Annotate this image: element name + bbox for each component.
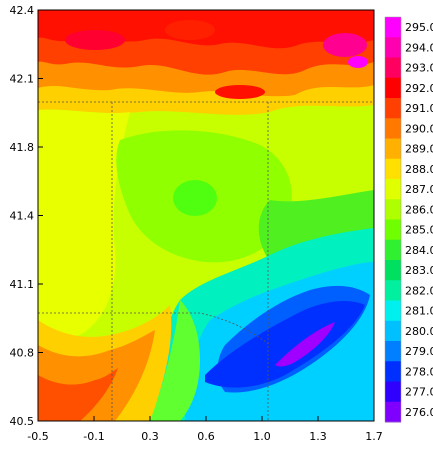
- colorbar-label: 283.0: [405, 264, 433, 277]
- colorbar-swatch: [385, 320, 401, 342]
- region-north-hottest-2: [348, 56, 368, 68]
- colorbar-label: 285.0: [405, 224, 433, 237]
- colorbar-swatch: [385, 401, 401, 423]
- y-axis-ticks: 42.4 42.1 41.8 41.4 41.1 40.8 40.5: [10, 4, 43, 428]
- region-north-hot-4: [65, 30, 125, 50]
- colorbar-swatch: [385, 381, 401, 403]
- x-tick-label: 1.7: [365, 430, 383, 443]
- colorbar-swatch: [385, 199, 401, 220]
- x-tick-label: -0.1: [83, 430, 104, 443]
- x-tick-label: 1.0: [253, 430, 271, 443]
- y-tick-label: 40.8: [10, 347, 35, 360]
- colorbar-swatch: [385, 341, 401, 362]
- colorbar-swatch: [385, 361, 401, 382]
- region-southeast-purple: [275, 322, 335, 367]
- colorbar-swatch: [385, 57, 401, 79]
- y-tick-label: 42.4: [10, 4, 35, 17]
- colorbar-label: 287.0: [405, 183, 433, 196]
- x-axis-ticks: -0.5 -0.1 0.3 0.6 1.0 1.3 1.7: [27, 416, 383, 443]
- colorbar-swatch: [385, 179, 401, 200]
- x-tick-label: 1.3: [309, 430, 327, 443]
- y-tick-label: 41.8: [10, 141, 35, 154]
- colorbar-label: 282.0: [405, 284, 433, 297]
- colorbar-label: 295.0: [405, 21, 433, 34]
- y-tick-label: 41.4: [10, 210, 35, 223]
- region-southeast-deepblue: [205, 300, 365, 388]
- x-tick-label: 0.3: [141, 430, 159, 443]
- y-tick-label: 40.5: [10, 415, 35, 428]
- x-tick-label: 0.6: [197, 430, 215, 443]
- colorbar-label: 276.0: [405, 406, 433, 419]
- colorbar-swatch: [385, 239, 401, 261]
- colorbar-label: 286.0: [405, 203, 433, 216]
- region-southwest-green: [150, 300, 200, 421]
- colorbar-label: 294.0: [405, 41, 433, 54]
- colorbar-swatch: [385, 77, 401, 99]
- colorbar-label: 280.0: [405, 325, 433, 338]
- colorbar-label: 281.0: [405, 305, 433, 318]
- y-tick-label: 42.1: [10, 73, 35, 86]
- colorbar: 295.0 294.0 293.0 292.0 291.0 290.0 289.0 288.0…: [384, 16, 433, 423]
- region-north-hottest: [323, 33, 367, 57]
- region-southwest-red: [38, 368, 118, 421]
- colorbar-swatch: [385, 17, 401, 38]
- region-west-yellow: [38, 109, 130, 337]
- colorbar-label: 278.0: [405, 365, 433, 378]
- colorbar-border: [384, 16, 402, 423]
- region-north-hot-5: [165, 20, 215, 40]
- colorbar-label: 277.0: [405, 386, 433, 399]
- colorbar-label: 293.0: [405, 62, 433, 75]
- colorbar-swatch: [385, 280, 401, 301]
- colorbar-label: 292.0: [405, 82, 433, 95]
- colorbar-swatch: [385, 260, 401, 281]
- region-north-hot-3: [215, 85, 265, 99]
- heat-field: [38, 10, 374, 421]
- colorbar-label: 289.0: [405, 143, 433, 156]
- colorbar-swatch: [385, 219, 401, 241]
- colorbar-label: 279.0: [405, 345, 433, 358]
- colorbar-swatch: [385, 300, 401, 322]
- colorbar-swatch: [385, 138, 401, 160]
- colorbar-swatch: [385, 98, 401, 119]
- colorbar-swatch: [385, 37, 401, 58]
- colorbar-swatch: [385, 158, 401, 180]
- region-central-core: [173, 180, 217, 216]
- colorbar-swatch: [385, 118, 401, 139]
- x-tick-label: -0.5: [27, 430, 48, 443]
- colorbar-label: 291.0: [405, 102, 433, 115]
- colorbar-label: 290.0: [405, 122, 433, 135]
- colorbar-label: 288.0: [405, 163, 433, 176]
- colorbar-label: 284.0: [405, 244, 433, 257]
- y-tick-label: 41.1: [10, 278, 35, 291]
